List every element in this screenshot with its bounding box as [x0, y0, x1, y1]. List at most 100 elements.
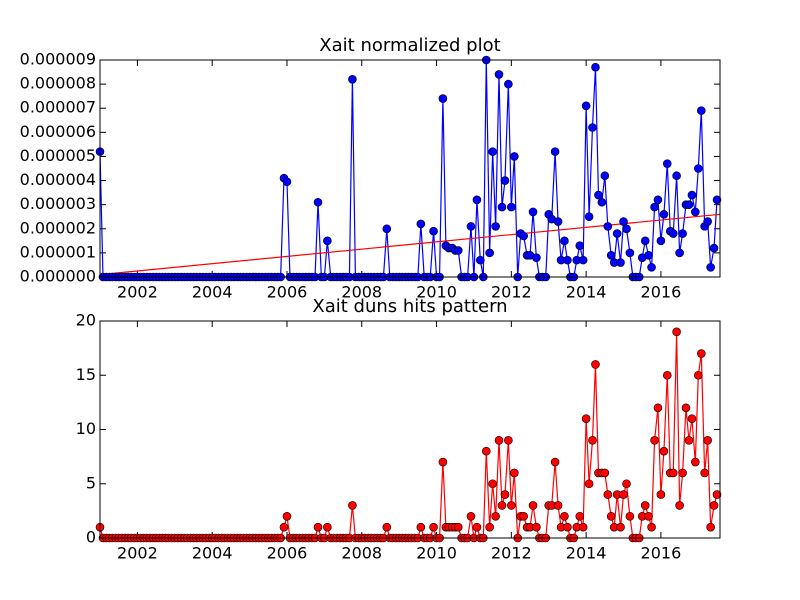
- data-point: [481, 446, 491, 456]
- y-tick-label: 0.000001: [20, 242, 96, 261]
- x-tick-label: 2006: [267, 283, 308, 302]
- x-tick-label: 2016: [641, 544, 682, 563]
- data-point: [684, 436, 694, 445]
- data-point: [619, 490, 628, 499]
- data-point: [466, 222, 476, 231]
- data-point: [507, 202, 516, 212]
- data-point: [581, 101, 591, 111]
- data-point: [584, 212, 594, 222]
- data-point: [560, 236, 569, 246]
- x-tick-label: 2002: [117, 544, 158, 563]
- data-point: [282, 177, 292, 187]
- data-point: [616, 258, 625, 267]
- data-point: [476, 255, 485, 265]
- data-point: [497, 202, 507, 212]
- y-tick-label: 10: [76, 419, 96, 438]
- data-point: [712, 195, 722, 205]
- data-point: [453, 246, 463, 255]
- data-point: [438, 94, 448, 103]
- data-point: [684, 200, 694, 209]
- data-point: [622, 224, 631, 234]
- data-point: [429, 226, 438, 236]
- data-point: [622, 479, 631, 489]
- y-tick-label: 0.000006: [20, 122, 96, 141]
- data-point: [528, 501, 538, 510]
- data-point: [678, 468, 687, 478]
- x-tick-label: 2008: [341, 544, 382, 563]
- data-point: [488, 147, 497, 156]
- data-point: [532, 253, 541, 263]
- data-point: [575, 511, 585, 521]
- y-tick-label: 5: [86, 473, 96, 492]
- data-point: [647, 263, 656, 272]
- data-point: [591, 360, 600, 369]
- data-point: [606, 511, 616, 521]
- data-point: [348, 501, 357, 510]
- data-point: [472, 195, 482, 205]
- data-point: [553, 501, 563, 510]
- data-point: [282, 511, 292, 521]
- subplot: Xait normalized plot 0.000000 0.000001 0.00…: [20, 35, 722, 302]
- data-point: [603, 490, 613, 499]
- data-point: [497, 501, 507, 510]
- x-tick-label: 2010: [416, 544, 457, 563]
- y-tick-label: 0.000007: [20, 98, 96, 117]
- data-point: [578, 255, 588, 265]
- data-point: [659, 446, 669, 456]
- data-point: [653, 195, 663, 205]
- data-point: [575, 241, 585, 250]
- data-point: [485, 522, 494, 532]
- data-point: [453, 522, 463, 532]
- data-point: [510, 152, 519, 161]
- y-tick-label: 0.000002: [20, 218, 96, 237]
- x-tick-label: 2002: [117, 283, 158, 302]
- x-tick-label: 2006: [267, 544, 308, 563]
- data-point: [619, 217, 628, 226]
- x-tick-label: 2012: [491, 283, 532, 302]
- data-point: [491, 511, 500, 521]
- data-point: [706, 263, 715, 272]
- data-point: [603, 222, 613, 231]
- y-tick-label: 15: [76, 365, 96, 384]
- data-point: [659, 210, 669, 219]
- data-point: [584, 479, 594, 489]
- data-point: [644, 511, 653, 521]
- data-point: [313, 197, 323, 207]
- data-point: [675, 501, 684, 510]
- data-point: [519, 511, 528, 521]
- data-point: [279, 522, 289, 532]
- y-tick-label: 0.000009: [20, 50, 96, 69]
- data-point: [581, 414, 591, 423]
- data-point: [485, 248, 494, 258]
- data-point: [600, 468, 610, 478]
- data-point: [532, 522, 541, 532]
- data-point: [382, 522, 392, 532]
- data-point: [488, 479, 497, 489]
- data-point: [504, 436, 513, 445]
- data-point: [687, 190, 697, 200]
- data-point: [656, 490, 666, 499]
- y-tick-label: 0.000000: [20, 267, 96, 286]
- x-tick-label: 2008: [341, 283, 382, 302]
- y-tick-label: 0: [86, 528, 96, 547]
- data-point: [563, 522, 572, 532]
- data-point: [703, 217, 712, 226]
- chart-title: Xait normalized plot: [319, 35, 500, 56]
- data-point: [438, 457, 448, 467]
- x-tick-label: 2014: [566, 283, 607, 302]
- data-point: [507, 501, 516, 510]
- data-point: [416, 219, 426, 229]
- data-point: [591, 62, 600, 72]
- data-point: [694, 370, 703, 380]
- trend-line: [99, 213, 721, 276]
- data-point: [510, 468, 519, 478]
- x-tick-label: 2010: [416, 283, 457, 302]
- data-point: [588, 123, 597, 132]
- x-tick-label: 2012: [491, 544, 532, 563]
- data-point: [650, 436, 659, 445]
- data-point: [700, 468, 709, 478]
- data-point: [563, 255, 572, 265]
- data-point: [594, 190, 603, 200]
